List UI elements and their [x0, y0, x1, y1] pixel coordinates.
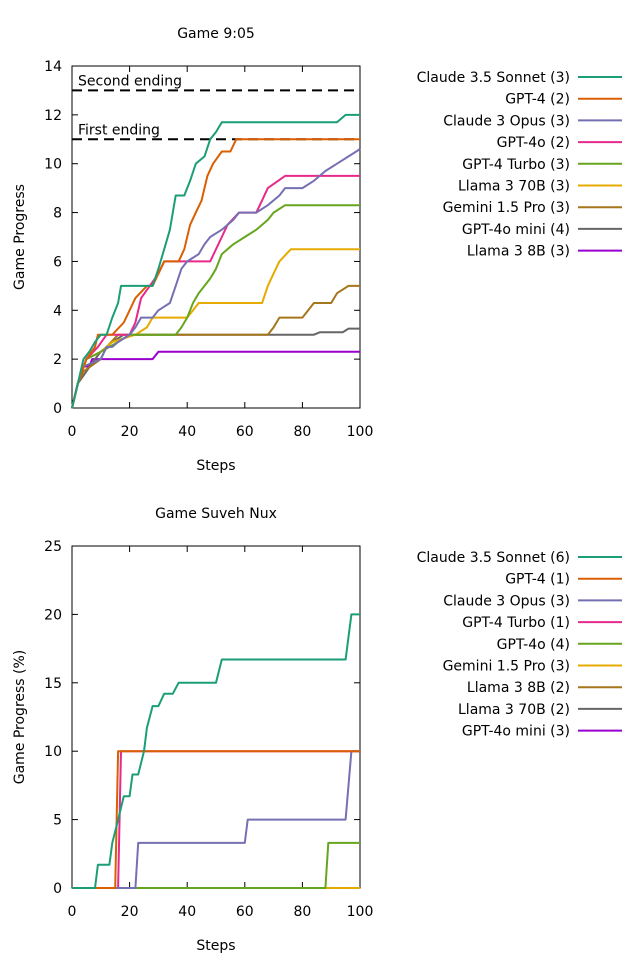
series-line — [72, 841, 360, 889]
x-tick-label: 100 — [347, 904, 374, 920]
chart-game-905: Game 9:05 0 20 40 60 80 100 0 2 4 6 8 10 12 14 Steps Gam… — [12, 26, 622, 474]
series-line — [71, 284, 360, 409]
chart-title: Game 9:05 — [177, 26, 255, 42]
y-axis-title: Game Progress — [12, 184, 28, 290]
series-line — [71, 350, 360, 409]
x-tick-label: 80 — [293, 904, 311, 920]
x-tick-label: 80 — [293, 424, 311, 440]
series-line — [71, 148, 361, 409]
x-tick-label: 60 — [236, 424, 254, 440]
y-tick-label: 0 — [53, 401, 62, 417]
y-tick-label: 14 — [44, 59, 62, 75]
legend-label: GPT-4 (2) — [505, 92, 570, 108]
y-tick-label: 0 — [53, 881, 62, 897]
legend-label: Claude 3 Opus (3) — [443, 113, 570, 129]
y-tick-label: 4 — [53, 303, 62, 319]
y-tick-label: 10 — [44, 157, 62, 173]
y-tick-label: 25 — [44, 539, 62, 555]
x-tick-label: 0 — [68, 904, 77, 920]
y-tick-label: 12 — [44, 108, 62, 124]
y-tick-label: 20 — [44, 607, 62, 623]
legend-label: GPT-4o (4) — [497, 637, 570, 653]
x-tick-label: 20 — [121, 904, 139, 920]
y-tick-label: 2 — [53, 352, 62, 368]
legend-label: GPT-4o (2) — [497, 135, 570, 151]
chart-game-suveh-nux: Game Suveh Nux 0 20 40 60 80 100 0 5 10 15 20 25 Step… — [12, 506, 622, 954]
y-axis-title: Game Progress (%) — [12, 650, 28, 785]
plot-frame — [71, 545, 361, 889]
x-axis-title: Steps — [196, 938, 235, 954]
legend-label: Claude 3 Opus (3) — [443, 593, 570, 609]
series-line — [71, 327, 360, 409]
legend-label: Llama 3 70B (3) — [458, 179, 570, 195]
legend-label: GPT-4 Turbo (3) — [462, 157, 570, 173]
series-line — [71, 204, 360, 409]
series-line — [71, 174, 360, 409]
x-tick-label: 100 — [347, 424, 374, 440]
y-tick-label: 8 — [53, 206, 62, 222]
y-tick-label: 6 — [53, 254, 62, 270]
x-tick-label: 0 — [68, 424, 77, 440]
legend-label: Gemini 1.5 Pro (3) — [443, 200, 570, 216]
x-axis-title: Steps — [196, 458, 235, 474]
x-tick-label: 60 — [236, 904, 254, 920]
reference-line-label: First ending — [78, 122, 160, 138]
series-line — [71, 113, 360, 409]
series-line — [71, 248, 360, 409]
series-line — [71, 138, 360, 409]
y-tick-label: 15 — [44, 676, 62, 692]
y-tick-label: 10 — [44, 744, 62, 760]
legend-label: Claude 3.5 Sonnet (6) — [417, 550, 570, 566]
legend-label: Claude 3.5 Sonnet (3) — [417, 70, 570, 86]
legend-label: GPT-4o mini (3) — [462, 724, 570, 740]
x-tick-label: 40 — [178, 424, 196, 440]
legend-label: Gemini 1.5 Pro (3) — [443, 659, 570, 675]
plot-frame — [71, 65, 361, 409]
legend-label: Llama 3 70B (2) — [458, 702, 570, 718]
x-tick-label: 40 — [178, 904, 196, 920]
y-tick-label: 5 — [53, 813, 62, 829]
legend-label: GPT-4 Turbo (1) — [462, 615, 570, 631]
series-line — [72, 613, 360, 889]
legend-label: GPT-4 (1) — [505, 572, 570, 588]
legend-label: Llama 3 8B (2) — [467, 680, 570, 696]
series-line — [72, 750, 360, 889]
x-tick-label: 20 — [121, 424, 139, 440]
reference-line-label: Second ending — [78, 73, 182, 89]
legend-label: Llama 3 8B (3) — [467, 244, 570, 260]
chart-title: Game Suveh Nux — [155, 506, 277, 522]
legend-label: GPT-4o mini (4) — [462, 222, 570, 238]
